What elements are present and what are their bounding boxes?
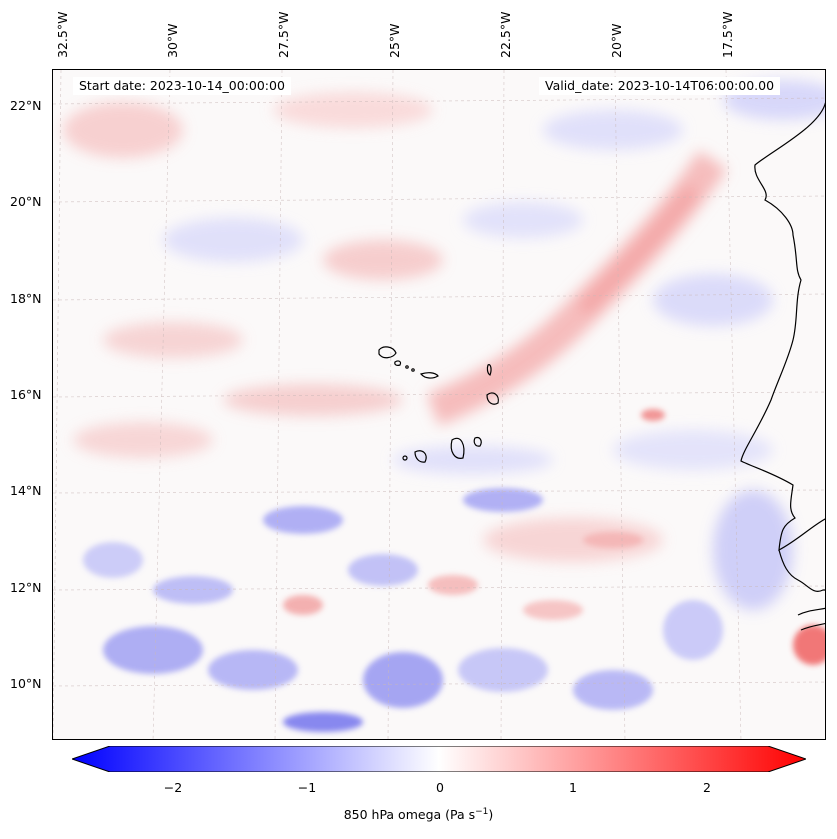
lon-label-27-5w: 27.5°W bbox=[276, 11, 291, 58]
lat-label-22n: 22°N bbox=[10, 98, 42, 113]
cape-verde-islands bbox=[378, 346, 499, 463]
lon-label-17-5w: 17.5°W bbox=[720, 11, 735, 58]
lat-label-18n: 18°N bbox=[10, 291, 42, 306]
colorbar bbox=[72, 746, 806, 772]
colorbar-label-sup: −1 bbox=[475, 807, 489, 817]
lat-label-10n: 10°N bbox=[10, 676, 42, 691]
lon-label-30w: 30°W bbox=[165, 23, 180, 58]
lat-label-12n: 12°N bbox=[10, 580, 42, 595]
lat-label-14n: 14°N bbox=[10, 483, 42, 498]
map-panel bbox=[52, 69, 826, 740]
colorbar-tick-minus1: −1 bbox=[297, 780, 317, 795]
colorbar-label-main: 850 hPa omega (Pa s bbox=[343, 807, 476, 823]
lon-label-20w: 20°W bbox=[609, 23, 624, 58]
lon-label-32-5w: 32.5°W bbox=[55, 11, 70, 58]
colorbar-label-end: ) bbox=[488, 807, 494, 823]
lon-label-22-5w: 22.5°W bbox=[498, 11, 513, 58]
lat-label-16n: 16°N bbox=[10, 387, 42, 402]
lat-label-20n: 20°N bbox=[10, 194, 42, 209]
start-date-label: Start date: 2023-10-14_00:00:00 bbox=[73, 77, 291, 95]
colorbar-tick-0: 0 bbox=[436, 780, 444, 795]
colorbar-tick-2: 2 bbox=[703, 780, 711, 795]
omega-field bbox=[53, 70, 825, 739]
lon-label-25w: 25°W bbox=[387, 23, 402, 58]
valid-date-label: Valid_date: 2023-10-14T06:00:00.00 bbox=[539, 77, 781, 95]
africa-coastline bbox=[740, 101, 825, 552]
colorbar-tick-minus2: −2 bbox=[163, 780, 183, 795]
colorbar-tick-1: 1 bbox=[569, 780, 577, 795]
colorbar-label: 850 hPa omega (Pa s−1) bbox=[0, 807, 837, 822]
